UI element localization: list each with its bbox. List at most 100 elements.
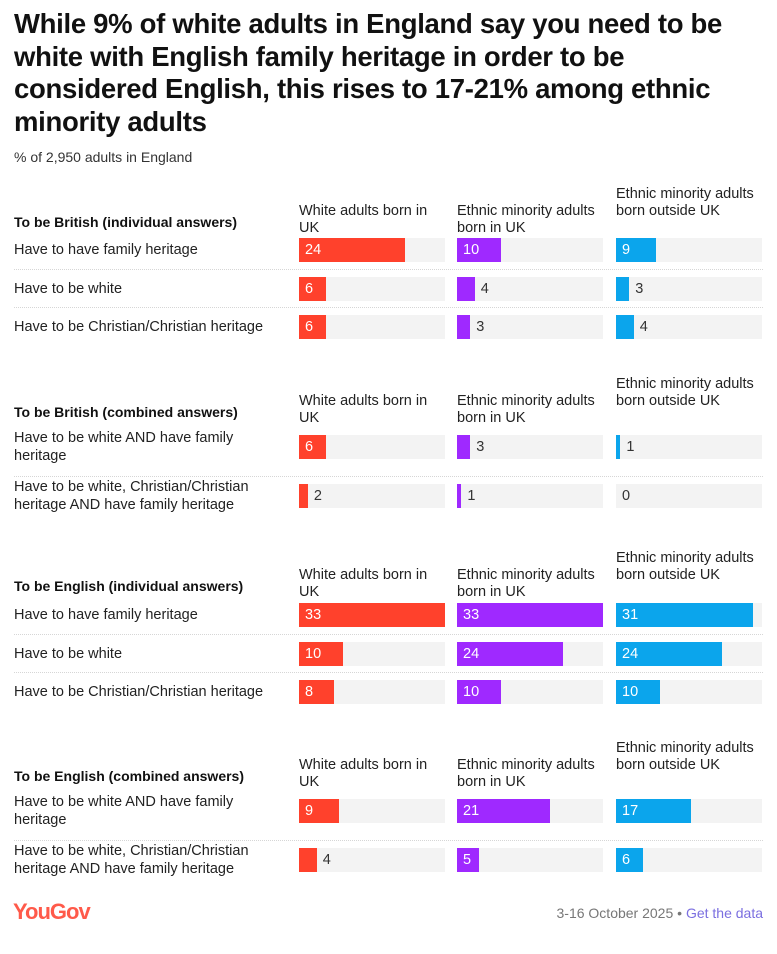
bar-track: 33	[457, 603, 603, 627]
bar-track: 33	[299, 603, 445, 627]
bar	[457, 642, 564, 666]
bar-track: 4	[616, 315, 762, 339]
column-header: White adults born in UK	[299, 203, 428, 236]
column-header: Ethnic minority adults born outside UK	[616, 550, 754, 583]
row-separator	[14, 634, 763, 635]
bar	[457, 484, 462, 508]
yougov-logo: YouGov	[13, 899, 91, 924]
footer-separator: •	[677, 905, 683, 921]
column-header: Ethnic minority adults born outside UK	[616, 740, 754, 773]
row-separator	[14, 269, 763, 270]
bar-value-label: 8	[305, 684, 314, 700]
column-header: White adults born in UK	[299, 567, 428, 600]
bar	[299, 799, 339, 823]
row-label: Have to be Christian/Christian heritage	[14, 684, 264, 700]
bar-track: 3	[457, 315, 603, 339]
bar-track: 24	[457, 642, 603, 666]
bar	[457, 799, 550, 823]
bar	[616, 680, 661, 704]
section-title: To be English (combined answers)	[14, 768, 244, 784]
bar-value-label: 33	[305, 607, 322, 623]
bar-value-label: 24	[622, 646, 639, 662]
bar-value-label: 10	[463, 242, 480, 258]
bar-value-label: 33	[463, 607, 480, 623]
footer-info: 3-16 October 2025 • Get the data	[557, 905, 764, 921]
bar-track: 31	[616, 603, 762, 627]
bar-value-label: 1	[467, 488, 476, 504]
bar	[457, 603, 603, 627]
bar-track: 4	[299, 848, 445, 872]
bar-value-label: 6	[305, 319, 314, 335]
section-title: To be English (individual answers)	[14, 578, 244, 594]
bar-track: 10	[299, 642, 445, 666]
bar	[299, 603, 445, 627]
row-separator	[14, 476, 763, 477]
row-separator	[14, 840, 763, 841]
bar	[616, 799, 692, 823]
chart-title: While 9% of white adults in England say …	[14, 8, 723, 137]
bar	[616, 435, 621, 459]
bar	[457, 680, 502, 704]
column-header: Ethnic minority adults born in UK	[457, 757, 595, 790]
bar	[457, 277, 475, 301]
row-label: Have to be white	[14, 646, 123, 662]
column-header: White adults born in UK	[299, 393, 428, 426]
bar-track: 9	[616, 238, 762, 262]
bar-track: 1	[616, 435, 762, 459]
bar-value-label: 9	[622, 242, 631, 258]
bar-value-label: 4	[322, 852, 331, 868]
bar-track: 24	[616, 642, 762, 666]
bar-track: 8	[299, 680, 445, 704]
bar-value-label: 24	[305, 242, 322, 258]
bar-track: 6	[299, 277, 445, 301]
row-label: Have to have family heritage	[14, 242, 198, 258]
bar	[299, 680, 335, 704]
bar-track: 0	[616, 484, 762, 508]
bar-track: 6	[299, 315, 445, 339]
bar-value-label: 1	[626, 439, 635, 455]
column-header: Ethnic minority adults born in UK	[457, 203, 595, 236]
bar-track: 9	[299, 799, 445, 823]
survey-date: 3-16 October 2025	[556, 905, 674, 921]
bar	[299, 848, 317, 872]
row-label: Have to be white AND have family heritag…	[14, 794, 234, 828]
bar-value-label: 5	[463, 852, 472, 868]
bar-track: 6	[616, 848, 762, 872]
bar-track: 10	[457, 680, 603, 704]
bar-value-label: 21	[463, 803, 480, 819]
column-header: Ethnic minority adults born in UK	[457, 567, 595, 600]
bar-track: 4	[457, 277, 603, 301]
bar-value-label: 4	[639, 319, 648, 335]
column-header: White adults born in UK	[299, 757, 428, 790]
bar-track: 6	[299, 435, 445, 459]
bar-track: 24	[299, 238, 445, 262]
bar-value-label: 6	[305, 439, 314, 455]
bar-value-label: 24	[463, 646, 480, 662]
section-title: To be British (combined answers)	[14, 404, 238, 420]
bar-value-label: 0	[622, 488, 631, 504]
bar	[457, 848, 480, 872]
bar-value-label: 10	[463, 684, 480, 700]
bar-track: 10	[457, 238, 603, 262]
bar	[299, 435, 326, 459]
bar-value-label: 3	[635, 281, 644, 297]
bar	[457, 238, 502, 262]
bar-track: 3	[457, 435, 603, 459]
bar-value-label: 4	[480, 281, 489, 297]
column-header: Ethnic minority adults born outside UK	[616, 186, 754, 219]
row-label: Have to be white AND have family heritag…	[14, 430, 234, 464]
row-label: Have to be white, Christian/Christian he…	[14, 843, 249, 877]
bar-value-label: 2	[313, 488, 322, 504]
row-label: Have to be white	[14, 281, 123, 297]
bar-track: 21	[457, 799, 603, 823]
column-header: Ethnic minority adults born outside UK	[616, 376, 754, 409]
bar-value-label: 10	[622, 684, 639, 700]
bar	[616, 848, 643, 872]
bar-value-label: 3	[476, 319, 485, 335]
bar-value-label: 6	[305, 281, 314, 297]
bar-track: 3	[616, 277, 762, 301]
bar-track: 17	[616, 799, 762, 823]
bar-value-label: 6	[622, 852, 631, 868]
get-data-link[interactable]: Get the data	[685, 905, 763, 921]
